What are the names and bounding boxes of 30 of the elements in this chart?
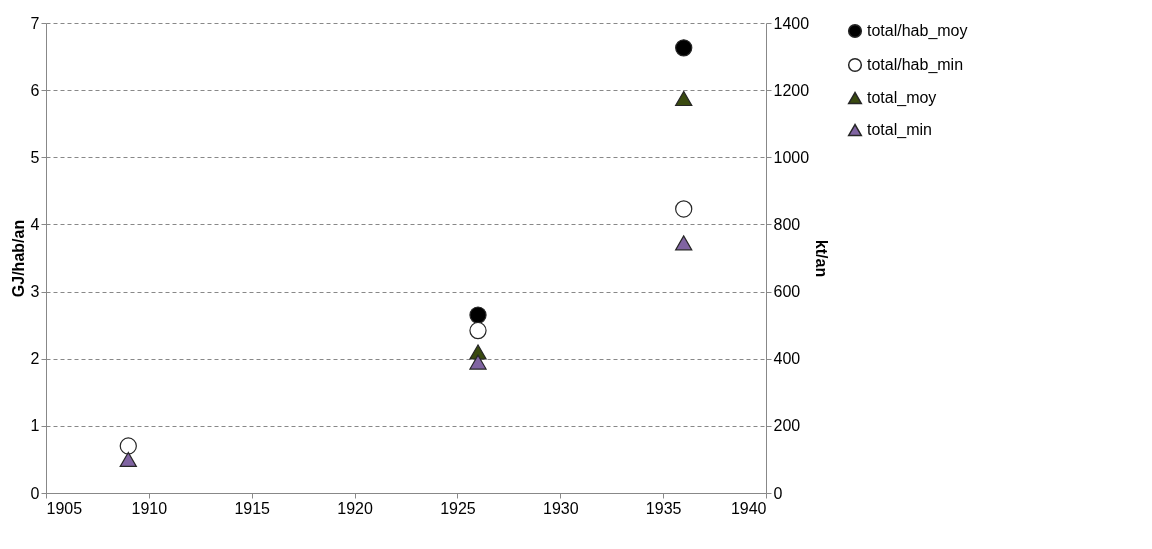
legend-label: total_min [867,121,932,139]
y2-tick-label: 1200 [773,81,810,99]
x-tick-label: 1940 [730,499,767,517]
y-tick-label: 5 [30,148,40,166]
y2-tick-label: 1400 [773,14,810,32]
y2-tick-label: 800 [773,215,801,233]
y-tick-label: 4 [30,215,40,233]
y-tick-label: 0 [30,484,40,502]
y2-axis-title: kt/an [813,239,831,278]
y2-tick-label: 0 [773,484,783,502]
y-tick-label: 1 [30,417,40,435]
y-tick-label: 2 [30,350,40,368]
y2-tick-label: 1000 [773,148,810,166]
legend-label: total/hab_moy [867,22,968,40]
y-axis-title: GJ/hab/an [9,219,27,298]
x-tick-label: 1910 [131,499,168,517]
x-tick-label: 1920 [337,499,373,517]
x-tick-label: 1925 [440,499,476,517]
y2-tick-label: 400 [773,350,801,368]
x-tick-label: 1915 [234,499,271,517]
legend-label: total_moy [867,89,937,107]
x-tick-label: 1905 [46,499,83,517]
y-tick-label: 3 [30,283,40,301]
x-tick-label: 1930 [542,499,579,517]
y2-tick-label: 600 [773,283,801,301]
legend-label: total/hab_min [867,56,964,74]
y2-tick-label: 200 [773,417,801,435]
y-tick-label: 7 [30,14,40,32]
x-tick-label: 1935 [645,499,682,517]
y-tick-label: 6 [30,81,40,99]
